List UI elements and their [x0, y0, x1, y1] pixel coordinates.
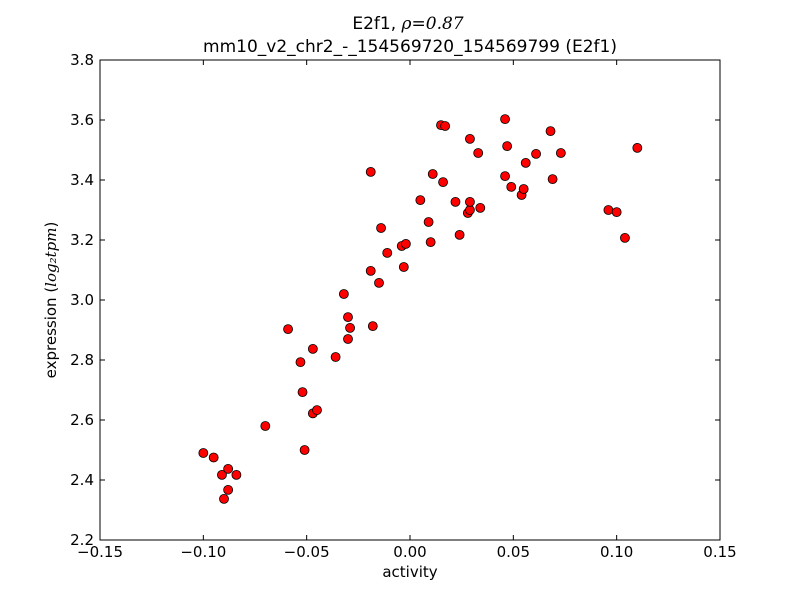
x-tick-label: 0.10 [600, 543, 633, 561]
data-point [382, 247, 393, 258]
data-point [465, 205, 475, 215]
y-tick-label: 3.0 [70, 291, 94, 309]
data-point [231, 469, 242, 480]
data-point [547, 174, 558, 185]
data-point [603, 205, 614, 215]
data-point [423, 217, 434, 227]
data-point [427, 169, 438, 179]
title-rho: ρ=0.87 [401, 14, 464, 34]
y-axis-label: expression (log₂tpm) [42, 222, 60, 379]
chart-title-line1: E2f1, ρ=0.87 [352, 14, 463, 34]
data-point [223, 463, 234, 474]
y-tick-label: 3.8 [70, 51, 94, 69]
data-point [545, 126, 556, 137]
data-point [506, 181, 517, 192]
y-tick-label: 2.8 [70, 351, 94, 369]
data-point [295, 357, 306, 368]
y-tick-label: 3.2 [70, 231, 94, 249]
y-tick-label: 2.6 [70, 411, 94, 429]
data-point [198, 448, 209, 458]
plot-frame [99, 59, 721, 541]
data-point [343, 334, 353, 344]
data-point [299, 445, 310, 455]
data-point [425, 237, 436, 248]
data-point [500, 114, 510, 124]
data-point [500, 171, 510, 182]
data-point [398, 262, 409, 272]
data-point [632, 142, 643, 153]
data-point [374, 277, 384, 288]
data-point [345, 322, 355, 333]
data-point [208, 452, 219, 463]
x-tick-label: −0.15 [77, 543, 123, 561]
data-point [283, 324, 293, 335]
data-point [502, 141, 513, 152]
data-point [555, 148, 566, 158]
x-tick-label: −0.10 [180, 543, 226, 561]
x-axis-label: activity [382, 563, 437, 581]
data-point [343, 312, 353, 323]
y-tick-label: 3.4 [70, 171, 94, 189]
data-point [518, 184, 529, 194]
data-point [475, 202, 486, 213]
ylabel-math: log₂tpm [42, 228, 60, 287]
x-tick-label: 0.15 [703, 543, 736, 561]
title-prefix: E2f1, [352, 14, 401, 34]
data-point [312, 405, 322, 416]
points-layer [198, 114, 643, 504]
data-point [465, 133, 475, 144]
data-point [260, 421, 271, 431]
data-point [223, 484, 234, 495]
data-point [611, 207, 622, 218]
data-point [365, 265, 376, 276]
x-tick-label: 0.05 [497, 543, 530, 561]
data-point [297, 387, 308, 398]
data-point [473, 148, 484, 158]
ylabel-prefix: expression ( [42, 287, 60, 379]
x-tick-label: −0.05 [284, 543, 330, 561]
data-point [438, 177, 448, 188]
data-point [465, 196, 475, 207]
data-point [400, 238, 411, 249]
x-tick-label: 0.00 [393, 543, 426, 561]
data-point [219, 493, 229, 504]
data-point [415, 195, 426, 206]
data-point [338, 289, 349, 299]
data-point [217, 469, 227, 480]
data-point [520, 157, 531, 168]
plot-area [100, 60, 720, 540]
data-point [307, 343, 318, 354]
data-point [440, 121, 451, 131]
data-point [531, 148, 541, 159]
data-point [620, 232, 630, 243]
data-point [365, 166, 376, 177]
ylabel-suffix: ) [42, 222, 60, 228]
chart-title-line2: mm10_v2_chr2_-_154569720_154569799 (E2f1… [203, 37, 617, 57]
data-point [450, 196, 461, 207]
data-point [376, 223, 386, 233]
data-point [454, 229, 465, 240]
y-tick-label: 2.2 [70, 531, 94, 549]
y-tick-label: 2.4 [70, 471, 94, 489]
data-point [330, 352, 341, 362]
data-point [367, 321, 378, 332]
y-tick-label: 3.6 [70, 111, 94, 129]
